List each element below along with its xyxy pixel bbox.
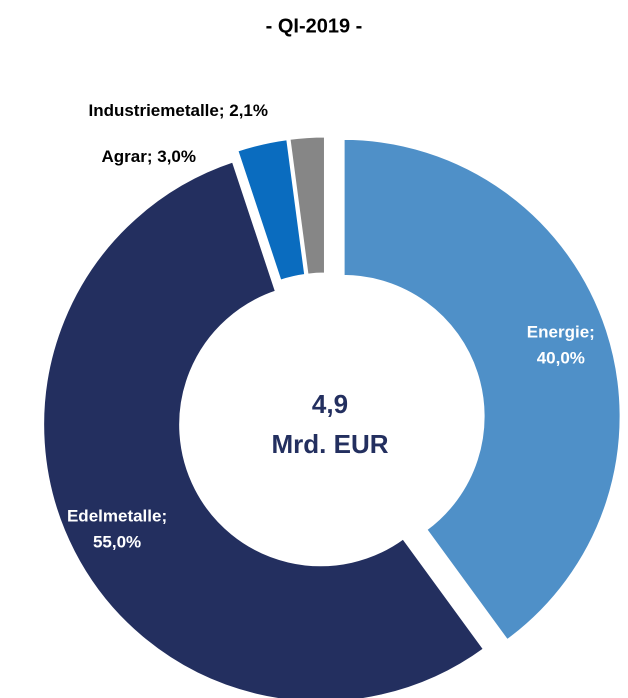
chart-title: - QI-2019 - <box>266 15 363 37</box>
donut-slice <box>41 158 487 698</box>
data-label: Agrar; 3,0% <box>101 147 196 166</box>
label-value: 55,0% <box>93 533 141 552</box>
label-category: Energie <box>527 323 589 342</box>
label-category: Edelmetalle <box>67 507 162 526</box>
label-category: Industriemetalle <box>88 101 218 120</box>
center-unit: Mrd. EUR <box>272 429 389 459</box>
label-category: Agrar <box>101 147 147 166</box>
label-value: 3,0% <box>157 147 196 166</box>
label-separator: ; <box>219 101 225 120</box>
label-separator: ; <box>147 147 153 166</box>
donut-slice <box>287 134 327 277</box>
label-separator: ; <box>161 507 167 526</box>
label-separator: ; <box>589 323 595 342</box>
data-label: Edelmetalle; 55,0% <box>67 507 167 552</box>
donut-slice <box>341 136 623 644</box>
center-value: 4,9 <box>312 389 348 419</box>
label-value: 40,0% <box>537 349 585 368</box>
data-label: Energie; 40,0% <box>527 323 595 368</box>
label-value: 2,1% <box>229 101 268 120</box>
data-label: Industriemetalle; 2,1% <box>88 101 268 120</box>
